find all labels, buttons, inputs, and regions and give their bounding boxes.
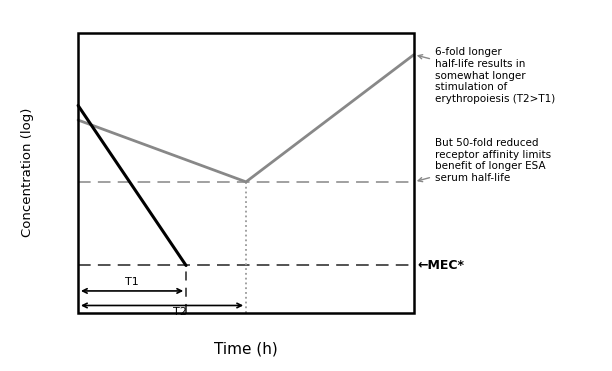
Text: Time (h): Time (h)	[214, 342, 278, 357]
Text: 6-fold longer
half-life results in
somewhat longer
stimulation of
erythropoiesis: 6-fold longer half-life results in somew…	[418, 47, 555, 104]
Text: But 50-fold reduced
receptor affinity limits
benefit of longer ESA
serum half-li: But 50-fold reduced receptor affinity li…	[418, 138, 551, 183]
Text: Concentration (log): Concentration (log)	[21, 108, 34, 237]
Text: ←MEC*: ←MEC*	[417, 259, 464, 272]
Text: T2: T2	[173, 307, 187, 317]
Text: T1: T1	[125, 276, 139, 286]
